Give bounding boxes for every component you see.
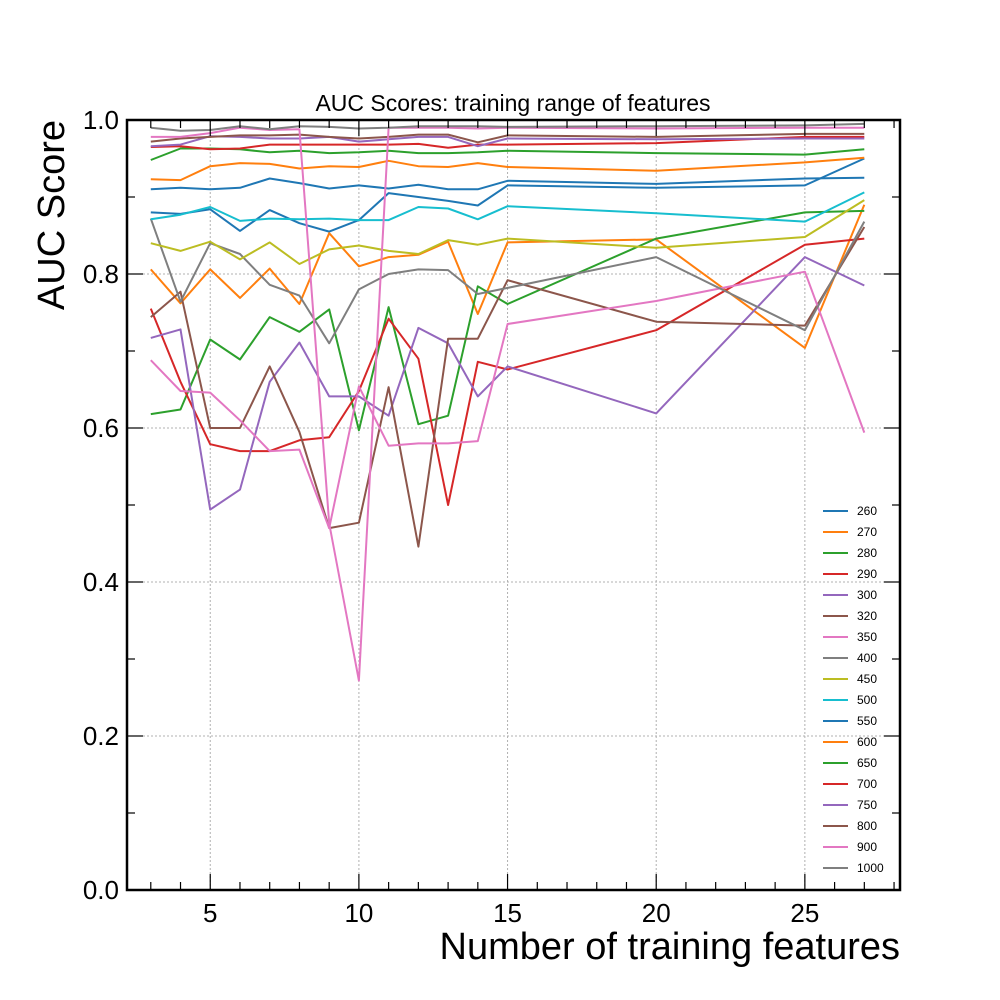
y-tick-label: 0.4 xyxy=(83,567,119,597)
x-tick-label: 5 xyxy=(203,898,217,928)
series-line-270 xyxy=(150,204,866,349)
series-line-450 xyxy=(150,199,865,265)
series-line-300 xyxy=(150,256,865,511)
series-line-650 xyxy=(150,147,865,161)
legend-entry-label: 600 xyxy=(857,735,877,749)
legend-entry-label: 260 xyxy=(857,504,877,518)
series-line-900 xyxy=(150,126,865,682)
legend-entry-label: 750 xyxy=(857,798,877,812)
series-line-600 xyxy=(150,156,865,182)
legend-entry-label: 450 xyxy=(857,672,877,686)
series-layer xyxy=(149,122,866,682)
legend-entry-label: 500 xyxy=(857,693,877,707)
x-axis-label: Number of training features xyxy=(440,926,900,968)
legend-entry-label: 270 xyxy=(857,525,877,539)
legend-entry-label: 280 xyxy=(857,546,877,560)
tick-layer: 5 10 15 20 25 0.0 0.2 0.4 0.6 0.8 1.0 xyxy=(83,105,900,928)
legend: 260 270 280 290 300 320 350 400 450 500 550 600 650 7… xyxy=(823,504,884,875)
chart-title: AUC Scores: training range of features xyxy=(315,90,710,116)
y-axis-label: AUC Score xyxy=(31,120,73,310)
grid-layer xyxy=(127,119,900,891)
y-tick-label: 0.6 xyxy=(83,413,119,443)
series-line-280 xyxy=(150,209,865,432)
x-tick-label: 10 xyxy=(344,898,373,928)
legend-entry-label: 900 xyxy=(857,840,877,854)
series-line-500 xyxy=(150,191,865,223)
series-line-260 xyxy=(150,157,865,233)
y-tick-label: 0.2 xyxy=(83,721,119,751)
legend-entry-label: 700 xyxy=(857,777,877,791)
series-line-400 xyxy=(149,218,866,345)
legend-entry-label: 550 xyxy=(857,714,877,728)
series-line-800 xyxy=(150,132,865,144)
series-line-550 xyxy=(150,176,865,191)
y-tick-label: 0.8 xyxy=(83,259,119,289)
series-line-1000 xyxy=(150,122,865,132)
legend-entry-label: 300 xyxy=(857,588,877,602)
series-line-700 xyxy=(150,135,865,151)
x-tick-label: 25 xyxy=(790,898,819,928)
y-tick-label: 0.0 xyxy=(83,875,119,905)
series-line-290 xyxy=(149,237,865,506)
legend-entry-label: 290 xyxy=(857,567,877,581)
series-line-320 xyxy=(150,226,866,548)
legend-entry-label: 650 xyxy=(857,756,877,770)
x-tick-label: 20 xyxy=(642,898,671,928)
y-tick-label: 1.0 xyxy=(83,105,119,135)
legend-entry-label: 1000 xyxy=(857,861,884,875)
plot-frame xyxy=(125,118,902,892)
legend-entry-label: 400 xyxy=(857,651,877,665)
x-tick-label: 15 xyxy=(493,898,522,928)
legend-entry-label: 350 xyxy=(857,630,877,644)
legend-entry-label: 320 xyxy=(857,609,877,623)
legend-entry-label: 800 xyxy=(857,819,877,833)
